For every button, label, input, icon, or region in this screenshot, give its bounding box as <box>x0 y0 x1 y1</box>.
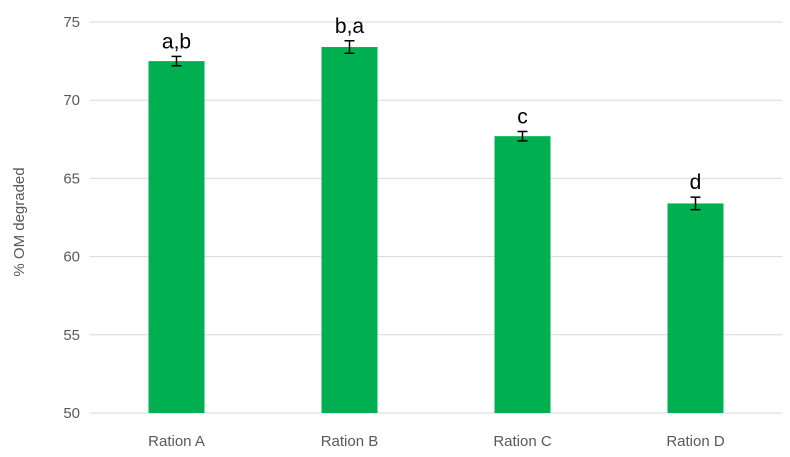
bar-1 <box>148 61 205 413</box>
bar-4 <box>667 203 724 413</box>
y-tick-label: 60 <box>63 249 80 266</box>
error-bar-3 <box>517 130 528 142</box>
error-bars <box>171 40 701 211</box>
significance-label-2: b,a <box>335 15 365 38</box>
bars <box>148 47 724 414</box>
category-label-2: Ration B <box>321 433 379 450</box>
category-label-3: Ration C <box>493 433 552 450</box>
error-bar-1 <box>171 55 182 67</box>
significance-label-4: d <box>690 171 702 194</box>
bar-2 <box>321 47 378 414</box>
category-label-1: Ration A <box>148 433 205 450</box>
y-tick-label: 70 <box>63 92 80 109</box>
category-label-4: Ration D <box>666 433 725 450</box>
y-tick-label: 75 <box>63 14 80 31</box>
bar-3 <box>494 136 551 413</box>
y-tick-label: 55 <box>63 327 80 344</box>
significance-label-3: c <box>517 105 528 128</box>
significance-label-1: a,b <box>162 30 191 53</box>
gridlines <box>90 21 782 414</box>
error-bar-2 <box>344 40 355 55</box>
y-tick-label: 65 <box>63 170 80 187</box>
error-bar-4 <box>690 196 701 211</box>
y-axis-ticks: 50 55 60 65 70 75 <box>63 14 80 422</box>
x-axis-categories: Ration A Ration B Ration C Ration D <box>148 433 725 450</box>
y-tick-label: 50 <box>63 405 80 422</box>
y-axis-title: % OM degraded <box>11 167 28 276</box>
significance-labels: a,b b,a c d <box>162 15 701 194</box>
